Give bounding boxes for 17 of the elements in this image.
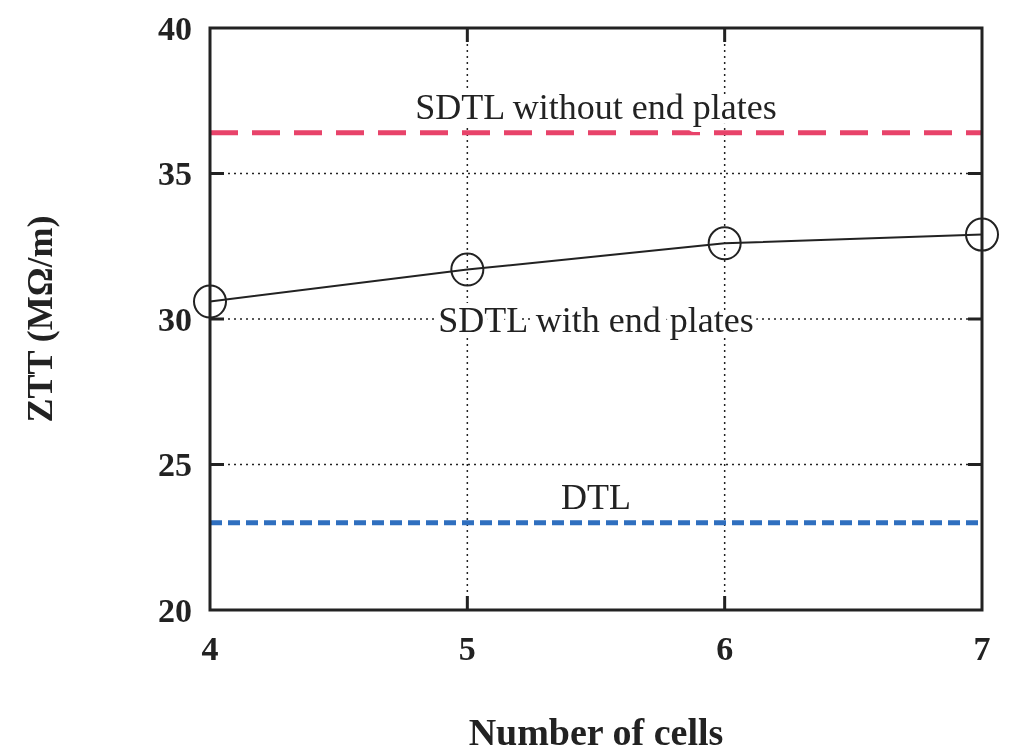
- point: [707, 226, 742, 261]
- y-tick-label: 25: [158, 446, 192, 484]
- point: [450, 252, 485, 287]
- point: [193, 284, 227, 319]
- y-tick-label: 35: [158, 155, 192, 193]
- x-tick-label: 5: [458, 630, 476, 667]
- x-tick-label: 7: [973, 630, 991, 667]
- point: [965, 217, 999, 252]
- y-tick-label: 40: [158, 9, 192, 47]
- series-label: SDTL with end plates: [438, 299, 754, 340]
- x-axis-title: Number of cells: [468, 711, 724, 753]
- x-tick-label: 6: [716, 630, 734, 667]
- y-axis-title: ZTT (MΩ/m): [20, 215, 60, 423]
- x-tick-label: 4: [201, 630, 219, 667]
- y-tick-label: 20: [158, 591, 192, 629]
- y-tick-label: 30: [158, 300, 192, 338]
- ref-line-label: DTL: [561, 476, 631, 517]
